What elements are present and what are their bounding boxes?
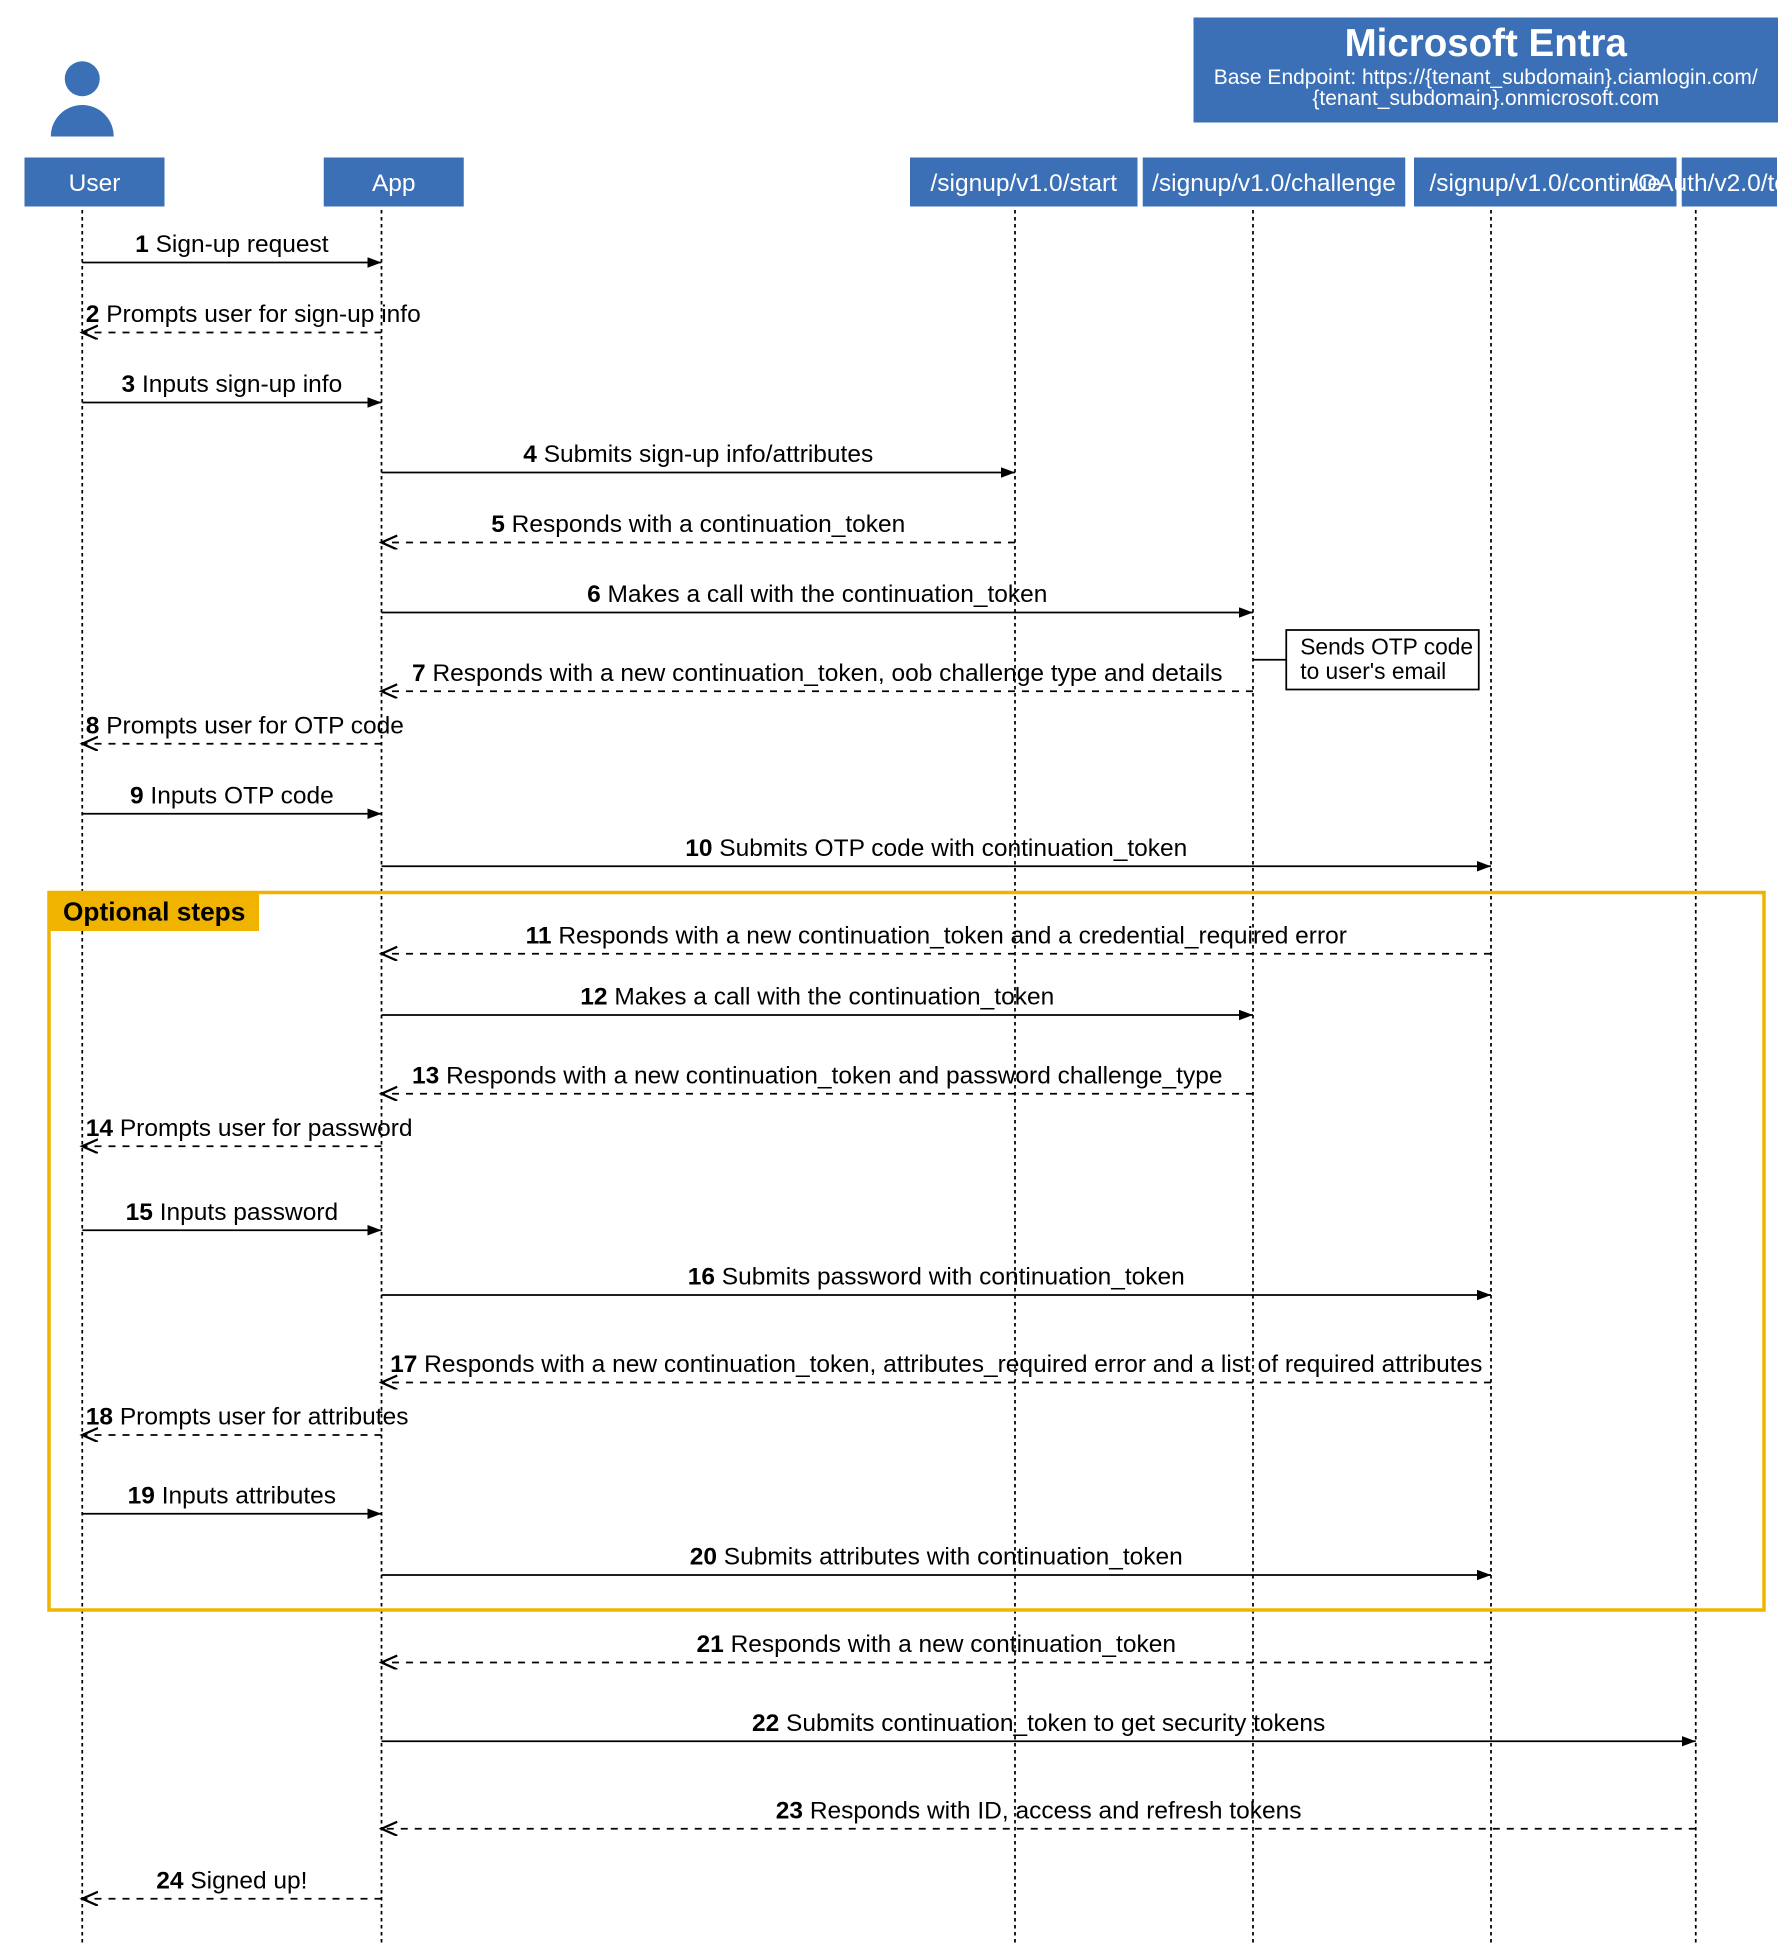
msg-17-label: 17 Responds with a new continuation_toke… bbox=[390, 1351, 1482, 1378]
msg-8-label: 8 Prompts user for OTP code bbox=[86, 712, 404, 739]
msg-22-label: 22 Submits continuation_token to get sec… bbox=[752, 1710, 1325, 1737]
otp-note-line2: to user's email bbox=[1300, 658, 1446, 684]
header-subtitle-1: Base Endpoint: https://{tenant_subdomain… bbox=[1214, 66, 1758, 89]
msg-19-label: 19 Inputs attributes bbox=[128, 1482, 336, 1509]
optional-steps-label: Optional steps bbox=[63, 897, 245, 927]
header-title: Microsoft Entra bbox=[1345, 22, 1628, 65]
msg-21-label: 21 Responds with a new continuation_toke… bbox=[697, 1631, 1176, 1658]
msg-2-label: 2 Prompts user for sign-up info bbox=[86, 301, 421, 328]
msg-20-label: 20 Submits attributes with continuation_… bbox=[690, 1544, 1183, 1571]
participant-label-chal: /signup/v1.0/challenge bbox=[1152, 170, 1396, 197]
otp-note-line1: Sends OTP code bbox=[1300, 634, 1473, 660]
participant-label-app: App bbox=[372, 170, 416, 197]
msg-13-label: 13 Responds with a new continuation_toke… bbox=[412, 1062, 1222, 1089]
sequence-diagram: Microsoft EntraBase Endpoint: https://{t… bbox=[0, 0, 1784, 1960]
participant-label-start: /signup/v1.0/start bbox=[930, 170, 1117, 197]
msg-5-label: 5 Responds with a continuation_token bbox=[491, 511, 905, 538]
participant-label-user: User bbox=[69, 170, 121, 197]
msg-24-label: 24 Signed up! bbox=[156, 1867, 307, 1894]
msg-12-label: 12 Makes a call with the continuation_to… bbox=[580, 984, 1054, 1011]
msg-11-label: 11 Responds with a new continuation_toke… bbox=[526, 922, 1347, 949]
participant-label-cont: /signup/v1.0/continue bbox=[1429, 170, 1661, 197]
msg-16-label: 16 Submits password with continuation_to… bbox=[688, 1264, 1185, 1291]
user-head-icon bbox=[65, 61, 100, 96]
msg-18-label: 18 Prompts user for attributes bbox=[86, 1404, 409, 1431]
msg-7-label: 7 Responds with a new continuation_token… bbox=[412, 660, 1222, 687]
header-subtitle-2: {tenant_subdomain}.onmicrosoft.com bbox=[1312, 87, 1659, 110]
msg-1-label: 1 Sign-up request bbox=[135, 231, 329, 258]
participant-label-token: /OAuth/v2.0/token bbox=[1631, 170, 1784, 197]
msg-23-label: 23 Responds with ID, access and refresh … bbox=[776, 1797, 1302, 1824]
msg-6-label: 6 Makes a call with the continuation_tok… bbox=[587, 581, 1047, 608]
msg-15-label: 15 Inputs password bbox=[126, 1199, 338, 1226]
msg-3-label: 3 Inputs sign-up info bbox=[122, 371, 343, 398]
msg-14-label: 14 Prompts user for password bbox=[86, 1115, 413, 1142]
user-body-icon bbox=[51, 105, 114, 137]
msg-4-label: 4 Submits sign-up info/attributes bbox=[523, 441, 873, 468]
msg-9-label: 9 Inputs OTP code bbox=[130, 782, 334, 809]
msg-10-label: 10 Submits OTP code with continuation_to… bbox=[685, 835, 1187, 862]
